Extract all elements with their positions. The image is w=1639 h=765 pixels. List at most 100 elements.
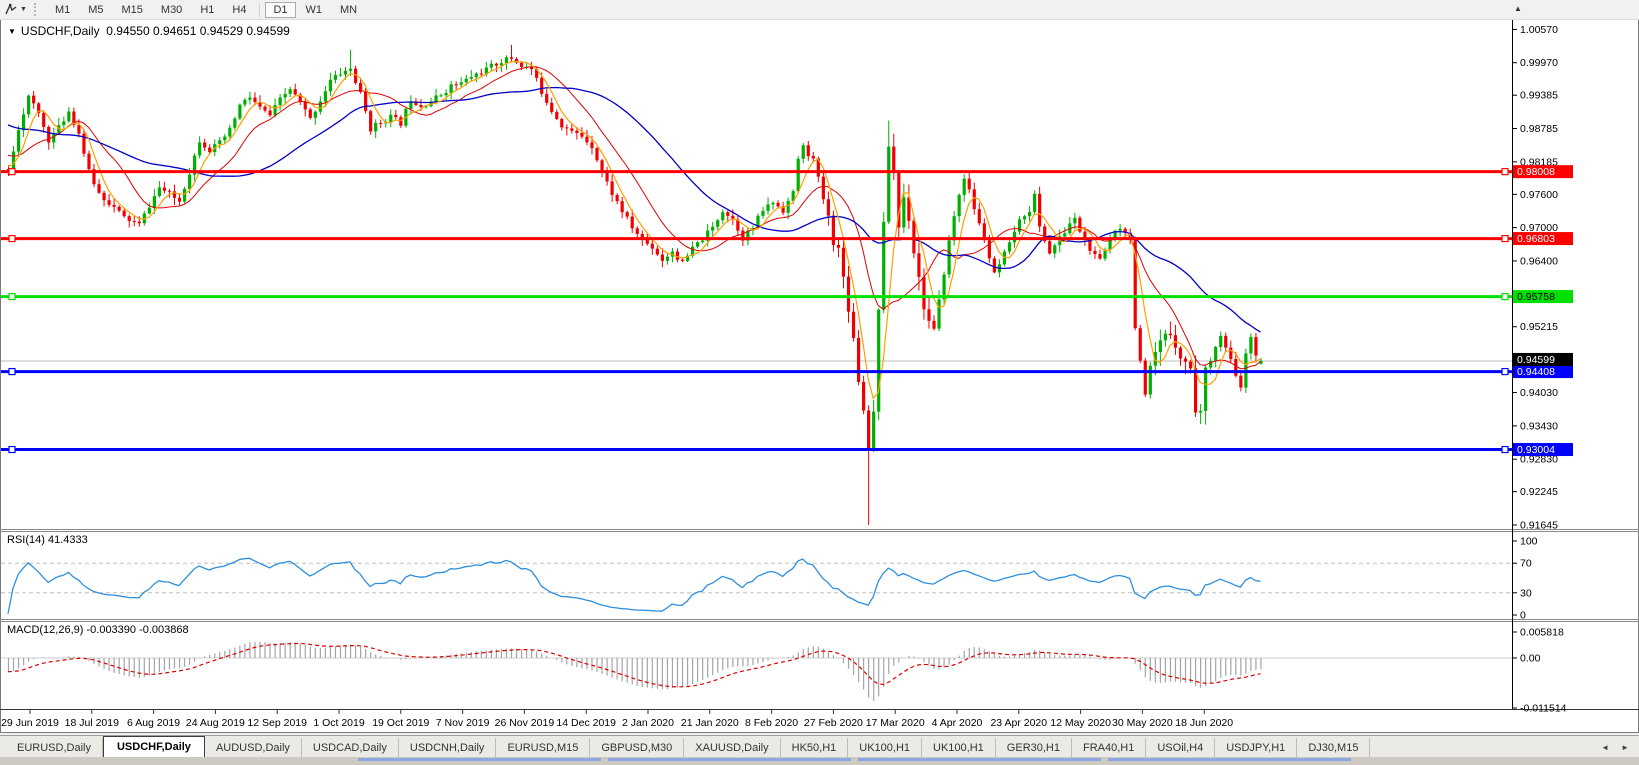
chart-tab-audusd-daily[interactable]: AUDUSD,Daily [205, 737, 302, 757]
axis-tick-label: 0.005818 [1520, 627, 1564, 639]
axis-tick-label: 21 Jan 2020 [681, 717, 739, 729]
axis-tick-label: 0.98785 [1520, 123, 1558, 135]
axis-tick-label: 4 Apr 2020 [932, 717, 983, 729]
ma-fast-line [7, 60, 1261, 400]
chart-tab-eurusd-daily[interactable]: EURUSD,Daily [6, 737, 103, 757]
axis-tick-label: 0.92830 [1520, 454, 1558, 466]
axis-tick-label: 0.98008 [1517, 166, 1555, 178]
rsi-line [7, 557, 1261, 614]
macd-values: -0.003390 -0.003868 [86, 624, 189, 636]
axis-tick-label: 0.91645 [1520, 519, 1558, 531]
timeframe-button-w1[interactable]: W1 [305, 3, 323, 16]
timeframe-button-h4[interactable]: H4 [232, 3, 247, 16]
chart-tab-usoil-h4[interactable]: USOil,H4 [1146, 737, 1216, 757]
current-price-badge [1513, 352, 1573, 366]
axis-tick-label: 1.00570 [1520, 24, 1558, 36]
axis-tick-label: 0.97000 [1520, 222, 1558, 234]
tabs-scroll-right-icon[interactable]: ► [1621, 742, 1629, 752]
taskbar-segment [1108, 758, 1351, 761]
chart-tab-uk100-h1[interactable]: UK100,H1 [848, 737, 923, 757]
chart-tab-eurusd-m15[interactable]: EURUSD,M15 [496, 737, 591, 757]
chart-tab-fra40-h1[interactable]: FRA40,H1 [1072, 737, 1147, 757]
chart-tab-hk50-h1[interactable]: HK50,H1 [781, 737, 849, 757]
chart-tab-usdcad-daily[interactable]: USDCAD,Daily [302, 737, 399, 757]
level-price-badge [1513, 232, 1573, 246]
axis-tick-label: -0.011514 [1520, 703, 1567, 715]
axis-tick-label: 23 Apr 2020 [990, 717, 1047, 729]
chart-tab-usdjpy-h1[interactable]: USDJPY,H1 [1215, 737, 1298, 757]
taskbar-segment [608, 758, 851, 761]
chart-tab-bar: EURUSD,Daily USDCHF,Daily AUDUSD,Daily USDC… [0, 735, 1639, 758]
line-handle[interactable] [8, 445, 16, 454]
line-handle[interactable] [8, 292, 16, 301]
axis-tick-label: 0.96803 [1517, 233, 1555, 245]
axis-tick-label: 2 Jan 2020 [622, 717, 674, 729]
rsi-indicator-label: RSI(14) 41.4333 [7, 534, 88, 546]
scroll-top-icon[interactable]: ▲ [1514, 4, 1522, 13]
axis-tick-label: 0.97600 [1520, 189, 1558, 201]
axis-tick-label: 12 May 2020 [1050, 717, 1111, 729]
line-handle[interactable] [1501, 168, 1509, 176]
level-price-badge [1513, 290, 1573, 304]
axis-tick-label: 19 Oct 2019 [372, 717, 429, 729]
timeframe-button-m30[interactable]: M30 [160, 3, 183, 16]
timeframe-button-m15[interactable]: M15 [121, 3, 143, 16]
ma-slow-line [7, 86, 1261, 333]
timeframe-button-d1[interactable]: D1 [265, 1, 296, 18]
axis-tick-label: 24 Aug 2019 [186, 717, 245, 729]
axis-tick-label: 18 Jul 2019 [65, 717, 119, 729]
top-toolbar: ▼ M1 M5 M15 M30 H1 H4 D1 W1 MN ▲ [0, 0, 1639, 20]
line-handle[interactable] [8, 234, 16, 243]
chevron-down-icon[interactable]: ▼ [20, 6, 27, 13]
symbol-period-label: USDCHF,Daily [20, 24, 100, 38]
axis-tick-label: 0.95215 [1520, 321, 1558, 333]
axis-tick-label: 0.00 [1520, 653, 1541, 665]
axis-tick-label: 0.94408 [1517, 366, 1555, 378]
toolbar-grip[interactable] [33, 3, 40, 16]
tabs-scroll-left-icon[interactable]: ◄ [1601, 742, 1610, 752]
axis-tick-label: 1 Oct 2019 [313, 717, 365, 729]
line-handle[interactable] [8, 367, 16, 376]
axis-tick-label: 0.95758 [1517, 291, 1555, 303]
level-price-badge [1513, 443, 1573, 457]
axis-tick-label: 0.93430 [1520, 420, 1558, 432]
timeframe-button-m5[interactable]: M5 [88, 3, 104, 16]
axis-tick-label: 0.94030 [1520, 387, 1558, 399]
axis-tick-label: 6 Aug 2019 [127, 717, 180, 729]
axis-tick-label: 0.96400 [1520, 255, 1558, 267]
crosshair-tool-icon[interactable] [3, 2, 19, 17]
line-handle[interactable] [1501, 367, 1509, 376]
chart-tab-usdcnh-daily[interactable]: USDCNH,Daily [399, 737, 497, 757]
line-handle[interactable] [8, 168, 16, 176]
axis-tick-label: 70 [1520, 558, 1532, 570]
axis-tick-label: 100 [1520, 536, 1538, 548]
axis-tick-label: 29 Jun 2019 [1, 717, 59, 729]
axis-tick-label: 0 [1520, 610, 1526, 622]
taskbar-segment [858, 758, 1101, 761]
symbol-dropdown-icon[interactable]: ▼ [8, 27, 16, 36]
chart-tab-xauusd-daily[interactable]: XAUUSD,Daily [684, 737, 781, 757]
ohlc-values: 0.94550 0.94651 0.94529 0.94599 [106, 24, 290, 38]
axis-tick-label: 17 Mar 2020 [866, 717, 925, 729]
timeframe-button-m1[interactable]: M1 [54, 3, 71, 16]
chart-tab-ger30-h1[interactable]: GER30,H1 [996, 737, 1072, 757]
line-handle[interactable] [1501, 445, 1509, 454]
level-price-badge [1513, 365, 1573, 379]
line-handle[interactable] [1501, 234, 1509, 243]
chart-background[interactable] [0, 20, 1639, 732]
taskbar-strip [0, 757, 1639, 765]
axis-tick-label: 12 Sep 2019 [247, 717, 307, 729]
rsi-value: 41.4333 [47, 534, 88, 546]
timeframe-button-mn[interactable]: MN [340, 3, 358, 16]
macd-histogram [7, 641, 1262, 701]
chart-tab-gbpusd-m30[interactable]: GBPUSD,M30 [590, 737, 685, 757]
chart-tab-dj30-m15[interactable]: DJ30,M15 [1297, 737, 1371, 757]
timeframe-button-h1[interactable]: H1 [200, 3, 215, 16]
axis-tick-label: 8 Feb 2020 [745, 717, 798, 729]
level-price-badge [1513, 165, 1573, 179]
chart-tab-usdchf-daily[interactable]: USDCHF,Daily [102, 736, 205, 758]
line-handle[interactable] [1501, 292, 1509, 301]
axis-tick-label: 0.99385 [1520, 90, 1558, 102]
chart-tab-uk100-h1[interactable]: UK100,H1 [922, 737, 996, 757]
